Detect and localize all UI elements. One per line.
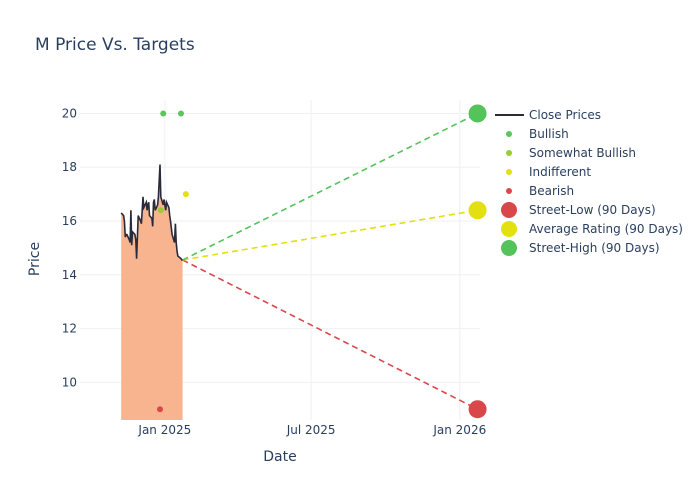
rating-point-bullish <box>178 110 185 117</box>
legend-item-bullish[interactable]: Bullish <box>506 127 569 141</box>
chart-title: M Price Vs. Targets <box>35 35 195 55</box>
rating-point-bearish <box>157 406 163 413</box>
target-marker-street-low-90-days <box>468 400 487 419</box>
legend-item-close-prices[interactable]: Close Prices <box>495 108 601 122</box>
target-marker-average-rating-90-days <box>468 201 487 220</box>
legend-label: Indifferent <box>529 165 591 179</box>
legend-swatch <box>501 202 517 218</box>
y-tick-label: 10 <box>62 375 77 389</box>
close-price-line <box>120 164 183 261</box>
y-axis-ticks: 10 12 14 16 18 20 <box>62 106 77 389</box>
legend-item-average-rating-90-days[interactable]: Average Rating (90 Days) <box>501 221 683 237</box>
close-price-area <box>121 164 183 420</box>
legend[interactable]: Close Prices Bullish Somewhat Bullish Indif… <box>495 108 683 256</box>
y-tick-label: 16 <box>62 214 77 228</box>
close-price-fill <box>121 164 183 420</box>
legend-label: Bearish <box>529 184 574 198</box>
y-tick-label: 18 <box>62 160 77 174</box>
target-line-average-rating-90-days <box>182 209 478 261</box>
rating-point-indifferent <box>182 191 189 198</box>
target-line-street-low-90-days <box>182 259 478 410</box>
legend-swatch <box>506 169 512 175</box>
legend-item-bearish[interactable]: Bearish <box>506 184 574 198</box>
legend-swatch <box>506 131 512 137</box>
y-tick-label: 20 <box>62 106 77 120</box>
y-tick-label: 14 <box>62 268 77 282</box>
target-markers <box>468 104 487 419</box>
legend-swatch <box>506 188 512 194</box>
x-tick-label: Jan 2025 <box>137 423 191 437</box>
target-line-street-high-90-days <box>182 112 478 261</box>
legend-label: Bullish <box>529 127 569 141</box>
target-lines <box>182 112 478 410</box>
x-axis-title: Date <box>263 449 296 465</box>
legend-label: Average Rating (90 Days) <box>529 222 683 236</box>
x-axis-ticks: Jan 2025 Jul 2025 Jan 2026 <box>137 423 486 437</box>
legend-label: Street-High (90 Days) <box>529 241 660 255</box>
target-marker-street-high-90-days <box>468 104 487 123</box>
x-tick-label: Jul 2025 <box>286 423 336 437</box>
y-tick-label: 12 <box>62 322 77 336</box>
legend-label: Close Prices <box>529 108 601 122</box>
legend-swatch <box>506 150 512 156</box>
rating-points <box>157 110 189 413</box>
legend-swatch <box>501 240 517 256</box>
legend-item-street-low-90-days[interactable]: Street-Low (90 Days) <box>501 202 656 218</box>
legend-item-street-high-90-days[interactable]: Street-High (90 Days) <box>501 240 660 256</box>
y-axis-title: Price <box>27 242 43 276</box>
x-tick-label: Jan 2026 <box>432 423 486 437</box>
rating-point-bullish <box>160 110 167 117</box>
legend-label: Street-Low (90 Days) <box>529 203 656 217</box>
close-price-path <box>120 164 183 261</box>
legend-item-indifferent[interactable]: Indifferent <box>506 165 591 179</box>
rating-point-somewhat-bullish <box>157 207 164 214</box>
legend-swatch <box>501 221 517 237</box>
legend-item-somewhat-bullish[interactable]: Somewhat Bullish <box>506 146 636 160</box>
legend-label: Somewhat Bullish <box>529 146 636 160</box>
